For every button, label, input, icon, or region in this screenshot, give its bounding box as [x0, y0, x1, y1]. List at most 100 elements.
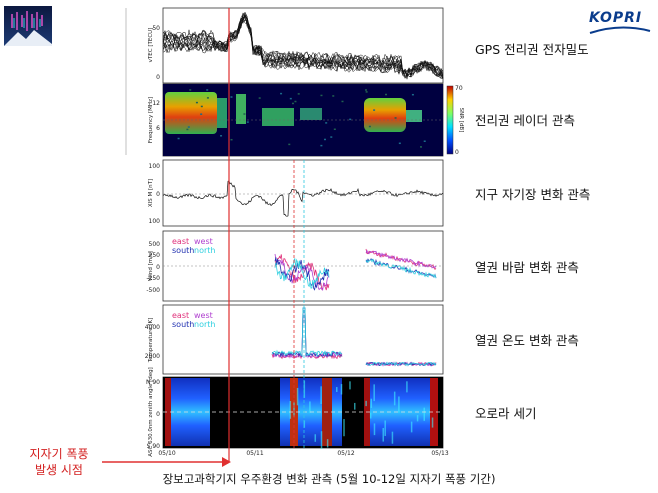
radar-colorbar — [446, 85, 454, 155]
aurora-streak-27 — [349, 381, 351, 390]
wind-legend-east: east — [172, 237, 189, 246]
radar-speck-7 — [206, 89, 209, 91]
aurora-streak-26 — [343, 419, 345, 437]
radar-blob-3 — [236, 94, 246, 124]
ylabel-vtec: vTEC [TECU] — [148, 28, 154, 63]
aurora-streak-6 — [289, 400, 292, 419]
wind-series-a-2 — [274, 257, 330, 291]
aurora-streak-28 — [382, 427, 384, 442]
label-magnetometer: 지구 자기장 변화 관측 — [475, 187, 591, 202]
radar-speck-15 — [200, 105, 203, 108]
magnetometer-series — [162, 180, 444, 217]
radar-speck-30 — [349, 118, 352, 121]
aurora-streak-4 — [340, 384, 343, 395]
radar-speck-13 — [423, 140, 426, 142]
storm-onset-label: 지자기 폭풍 발생 시점 — [29, 447, 89, 477]
aurora-red-1 — [165, 378, 171, 446]
radar-speck-39 — [243, 113, 246, 115]
ytick-wind-2: 0 — [156, 264, 160, 271]
aurora-streak-22 — [320, 431, 323, 449]
kopri-logo: KOPRI — [589, 10, 643, 26]
aurora-red-5 — [430, 378, 438, 446]
radar-speck-2 — [365, 91, 368, 93]
vtec-series-11 — [162, 13, 444, 78]
aurora-streak-17 — [406, 381, 408, 393]
radar-blob-4 — [262, 108, 294, 126]
ytick-magnetometer-2: 100 — [149, 218, 161, 225]
radar-speck-12 — [280, 92, 283, 95]
radar-speck-33 — [398, 142, 401, 145]
aurora-streak-0 — [353, 402, 356, 410]
aurora-streak-23 — [373, 384, 375, 402]
ytick-wind-3: -250 — [146, 275, 160, 282]
colorbar-tick-1: 0 — [455, 149, 459, 156]
temp-legend-west: west — [194, 311, 213, 320]
ytick-magnetometer-0: 100 — [149, 163, 161, 170]
aurora-streak-15 — [303, 420, 306, 428]
ytick-temperature-0: 4000 — [145, 324, 160, 331]
radar-speck-3 — [258, 97, 261, 99]
radar-speck-37 — [177, 137, 180, 140]
xtick-2: 05/12 — [337, 450, 354, 457]
temp-series-a-2 — [271, 307, 343, 358]
radar-blob-1 — [165, 92, 217, 134]
ytick-vtec-0: 50 — [152, 25, 160, 32]
ylabel-temperature: Temperature [K] — [148, 318, 154, 364]
radar-speck-35 — [200, 113, 203, 115]
temp-legend-south: south — [172, 320, 194, 329]
ytick-wind-0: 500 — [149, 241, 161, 248]
kopri-logo-swoosh-icon — [589, 26, 651, 34]
label-temperature: 열권 온도 변화 관측 — [475, 333, 579, 348]
ytick-radar-1: 6 — [156, 125, 160, 132]
radar-speck-36 — [320, 144, 323, 147]
aurora-streak-29 — [423, 407, 425, 421]
radar-speck-31 — [289, 97, 292, 100]
vtec-series-6 — [162, 13, 444, 80]
radar-speck-26 — [368, 125, 371, 128]
vtec-series-3 — [162, 13, 444, 80]
temp-series-a-3 — [271, 307, 343, 357]
wind-series-b-3 — [365, 258, 437, 279]
radar-speck-32 — [325, 122, 328, 124]
aurora-streak-7 — [369, 412, 372, 419]
radar-speck-10 — [332, 95, 335, 97]
aurora-streak-21 — [296, 387, 299, 406]
figure-caption: 장보고과학기지 우주환경 변화 관측 (5월 10-12일 지자기 폭풍 기간) — [162, 472, 496, 486]
ytick-wind-4: -500 — [146, 287, 160, 294]
radar-speck-19 — [320, 94, 323, 97]
radar-speck-1 — [206, 97, 209, 99]
wind-legend-south: south — [172, 246, 194, 255]
aurora-streak-16 — [384, 420, 386, 436]
wind-series-a-3 — [274, 257, 330, 289]
aurora-streak-24 — [320, 386, 322, 405]
temp-legend-north: north — [194, 320, 215, 329]
aurora-streak-8 — [370, 398, 373, 408]
ylabel-radar: Frequency [MHz] — [148, 97, 154, 143]
aurora-streak-3 — [373, 423, 376, 436]
radar-speck-23 — [246, 121, 249, 123]
vtec-series-9 — [162, 11, 444, 77]
ytick-aurora-2: S 90 — [147, 443, 161, 450]
label-aurora: 오로라 세기 — [475, 406, 537, 421]
aurora-streak-13 — [314, 434, 317, 442]
panel-vtec-frame — [162, 7, 444, 84]
ylabel-wind: Wind [m/s] — [148, 251, 154, 281]
aurora-streak-12 — [398, 396, 400, 413]
radar-speck-11 — [373, 109, 376, 111]
label-wind: 열권 바람 변화 관측 — [475, 260, 579, 275]
wind-legend-west: west — [194, 237, 213, 246]
vtec-series-10 — [162, 13, 444, 79]
temp-series-b-3 — [365, 361, 437, 367]
radar-speck-28 — [323, 138, 326, 141]
vtec-series-13 — [162, 14, 444, 79]
radar-speck-38 — [333, 128, 336, 131]
vtec-series-12 — [162, 13, 444, 78]
ytick-aurora-1: 0 — [156, 411, 160, 418]
radar-speck-4 — [330, 136, 333, 138]
aurora-streak-1 — [431, 417, 434, 428]
temp-legend-east: east — [172, 311, 189, 320]
aurora-streak-11 — [416, 415, 419, 422]
xtick-3: 05/13 — [431, 450, 448, 457]
radar-speck-21 — [186, 128, 189, 131]
